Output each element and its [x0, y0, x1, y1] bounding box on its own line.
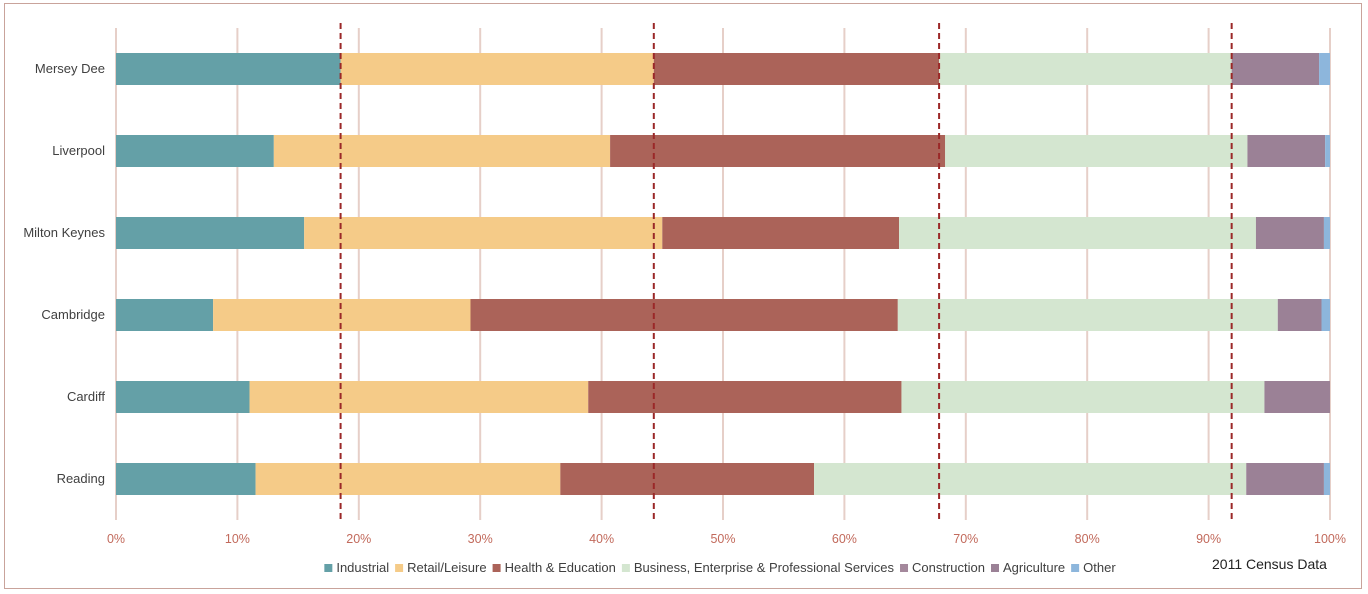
bar-segment [213, 299, 471, 331]
x-tick-label: 20% [346, 532, 371, 546]
legend-swatch [324, 564, 333, 572]
bar-segment [610, 135, 946, 167]
bar-segment [304, 217, 663, 249]
chart-frame [4, 3, 1362, 589]
bar-segment [901, 381, 1265, 413]
legend: Industrial Retail/Leisure Health & Educati… [324, 560, 1116, 575]
bar-segment [653, 53, 940, 85]
legend-label: Retail/Leisure [407, 560, 487, 575]
bar-segment [897, 299, 1278, 331]
bar-segment [560, 463, 815, 495]
legend-label: Industrial [336, 560, 389, 575]
source-note: 2011 Census Data [1212, 556, 1327, 572]
legend-label: Other [1083, 560, 1116, 575]
bar-segment [1323, 463, 1330, 495]
bar-segment [662, 217, 900, 249]
x-tick-label: 100% [1314, 532, 1346, 546]
bars [116, 53, 1330, 495]
bar-segment [116, 53, 341, 85]
category-label: Liverpool [52, 143, 105, 158]
bar-segment [1264, 381, 1330, 413]
bar-segment [116, 299, 214, 331]
x-tick-label: 90% [1196, 532, 1221, 546]
legend-label: Agriculture [1003, 560, 1065, 575]
legend-label: Construction [912, 560, 985, 575]
reference-lines [339, 23, 1233, 520]
bar-segment [1323, 217, 1330, 249]
category-label: Reading [57, 471, 105, 486]
bar-segment [1255, 217, 1324, 249]
category-labels: Mersey Dee Liverpool Milton Keynes Cambridg… [23, 61, 105, 486]
bar-segment [470, 299, 898, 331]
gridlines [115, 28, 1331, 520]
bar-segment [116, 135, 274, 167]
bar-segment [1319, 53, 1330, 85]
x-tick-label: 50% [710, 532, 735, 546]
bar-segment [1325, 135, 1330, 167]
x-tick-label: 30% [468, 532, 493, 546]
bar-segment [1321, 299, 1330, 331]
legend-swatch [900, 564, 909, 572]
legend-swatch [492, 564, 501, 572]
bar-segment [1231, 53, 1320, 85]
x-tick-label: 40% [589, 532, 614, 546]
x-tick-label: 0% [107, 532, 125, 546]
bar-segment [116, 381, 250, 413]
bar-segment [899, 217, 1256, 249]
legend-swatch [1071, 564, 1080, 572]
bar-segment [273, 135, 611, 167]
x-tick-label: 80% [1075, 532, 1100, 546]
bar-segment [1246, 463, 1324, 495]
legend-swatch [395, 564, 404, 572]
bar-segment [116, 463, 256, 495]
bar-segment [939, 53, 1232, 85]
legend-swatch [991, 564, 999, 572]
legend-label: Health & Education [505, 560, 616, 575]
x-tick-label: 10% [225, 532, 250, 546]
legend-label: Business, Enterprise & Professional Serv… [634, 560, 895, 575]
bar-segment [945, 135, 1248, 167]
bar-segment [814, 463, 1247, 495]
x-tick-label: 70% [953, 532, 978, 546]
bar-segment [340, 53, 654, 85]
bar-segment [1277, 299, 1322, 331]
category-label: Mersey Dee [35, 61, 105, 76]
bar-segment [249, 381, 589, 413]
bar-segment [116, 217, 305, 249]
category-label: Cardiff [67, 389, 105, 404]
bar-segment [588, 381, 902, 413]
x-tick-label: 60% [832, 532, 857, 546]
x-tick-labels: 0% 10% 20% 30% 40% 50% 60% 70% 80% 90% 100% [107, 532, 1346, 546]
bar-segment [255, 463, 561, 495]
legend-swatch [621, 564, 630, 572]
bar-segment [1247, 135, 1326, 167]
category-label: Milton Keynes [23, 225, 105, 240]
category-label: Cambridge [41, 307, 105, 322]
